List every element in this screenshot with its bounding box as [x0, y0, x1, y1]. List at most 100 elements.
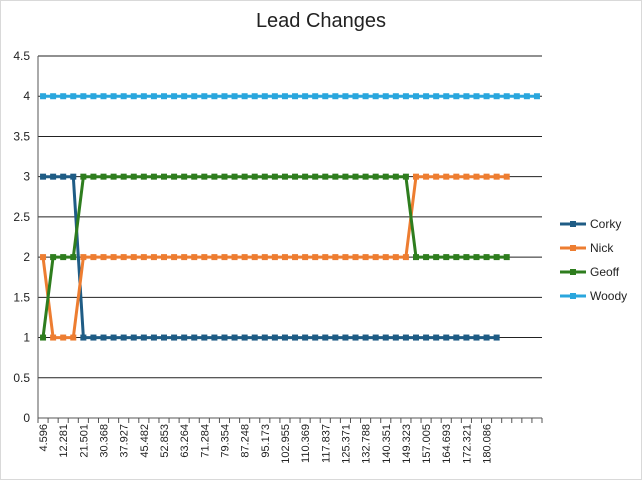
data-point	[221, 334, 228, 341]
data-point	[161, 334, 167, 341]
data-point	[292, 93, 299, 100]
data-point	[110, 254, 117, 261]
x-tick-label: 172.321	[461, 424, 473, 464]
data-point	[150, 173, 157, 180]
data-point	[453, 334, 460, 341]
data-point	[503, 93, 510, 100]
y-tick-label: 0.5	[13, 371, 30, 385]
data-point	[231, 173, 238, 180]
data-point	[493, 93, 500, 100]
data-point	[80, 334, 87, 341]
x-tick-label: 180.086	[482, 424, 494, 464]
data-point	[211, 93, 218, 100]
legend-item-woody: Woody	[560, 289, 627, 303]
data-point	[231, 93, 238, 100]
data-point	[171, 93, 178, 100]
x-tick-label: 95.173	[260, 424, 272, 458]
x-tick-label: 149.323	[401, 424, 413, 464]
data-point	[140, 334, 147, 341]
data-point	[463, 173, 470, 180]
chart-title: Lead Changes	[255, 10, 387, 32]
data-point	[40, 334, 47, 341]
data-point	[231, 254, 238, 261]
data-point	[302, 93, 309, 100]
legend-label: Woody	[590, 289, 627, 303]
data-point	[150, 93, 157, 100]
data-point	[271, 334, 278, 341]
data-point	[433, 254, 440, 261]
data-point	[201, 254, 208, 261]
data-point	[523, 93, 530, 100]
data-point	[352, 93, 359, 100]
data-point	[140, 254, 147, 261]
legend-label: Geoff	[590, 265, 620, 279]
x-tick-label: 12.281	[58, 424, 70, 458]
data-point	[161, 254, 167, 261]
data-point	[90, 254, 97, 261]
data-point	[60, 173, 67, 180]
legend-item-nick: Nick	[560, 241, 614, 255]
legend-marker	[570, 221, 576, 227]
data-point	[221, 173, 228, 180]
x-tick-label: 140.351	[381, 424, 393, 464]
data-point	[453, 254, 460, 261]
data-point	[120, 334, 127, 341]
data-point	[161, 93, 167, 100]
data-point	[392, 173, 399, 180]
data-point	[40, 254, 47, 261]
data-point	[443, 334, 450, 341]
x-tick-label: 110.369	[300, 424, 312, 463]
data-point	[161, 173, 167, 180]
data-point	[211, 173, 218, 180]
x-tick-label: 63.264	[179, 424, 191, 458]
data-point	[382, 334, 389, 341]
data-point	[322, 173, 329, 180]
data-point	[50, 254, 57, 261]
data-point	[322, 93, 329, 100]
data-point	[251, 254, 258, 261]
legend: Corky Nick Geoff Woody	[560, 217, 627, 303]
y-tick-label: 0	[23, 411, 30, 425]
y-tick-label: 3	[23, 170, 30, 184]
data-point	[150, 334, 157, 341]
data-point	[171, 334, 178, 341]
data-point	[362, 93, 369, 100]
data-point	[241, 173, 248, 180]
data-point	[423, 93, 430, 100]
data-point	[402, 173, 409, 180]
data-point	[473, 254, 480, 261]
data-point	[473, 93, 480, 100]
data-point	[342, 93, 349, 100]
data-point	[281, 254, 288, 261]
data-point	[130, 254, 137, 261]
legend-item-corky: Corky	[560, 217, 621, 231]
data-point	[443, 173, 450, 180]
x-tick-label: 30.368	[99, 424, 111, 458]
data-point	[362, 173, 369, 180]
data-point	[402, 93, 409, 100]
data-point	[382, 173, 389, 180]
data-point	[402, 334, 409, 341]
data-point	[120, 173, 127, 180]
data-point	[271, 93, 278, 100]
data-point	[251, 173, 258, 180]
data-point	[181, 334, 188, 341]
data-point	[261, 254, 268, 261]
data-point	[100, 334, 107, 341]
data-point	[362, 254, 369, 261]
data-point	[50, 93, 57, 100]
data-point	[413, 93, 419, 100]
data-point	[533, 93, 540, 100]
data-point	[201, 93, 208, 100]
x-tick-label: 117.837	[320, 424, 332, 463]
data-point	[392, 254, 399, 261]
data-point	[483, 93, 490, 100]
data-point	[110, 93, 117, 100]
data-point	[413, 334, 419, 341]
data-point	[90, 334, 97, 341]
data-point	[453, 173, 460, 180]
data-point	[191, 334, 198, 341]
y-tick-label: 4	[23, 89, 30, 103]
data-point	[332, 254, 339, 261]
x-tick-label: 102.955	[280, 424, 292, 464]
